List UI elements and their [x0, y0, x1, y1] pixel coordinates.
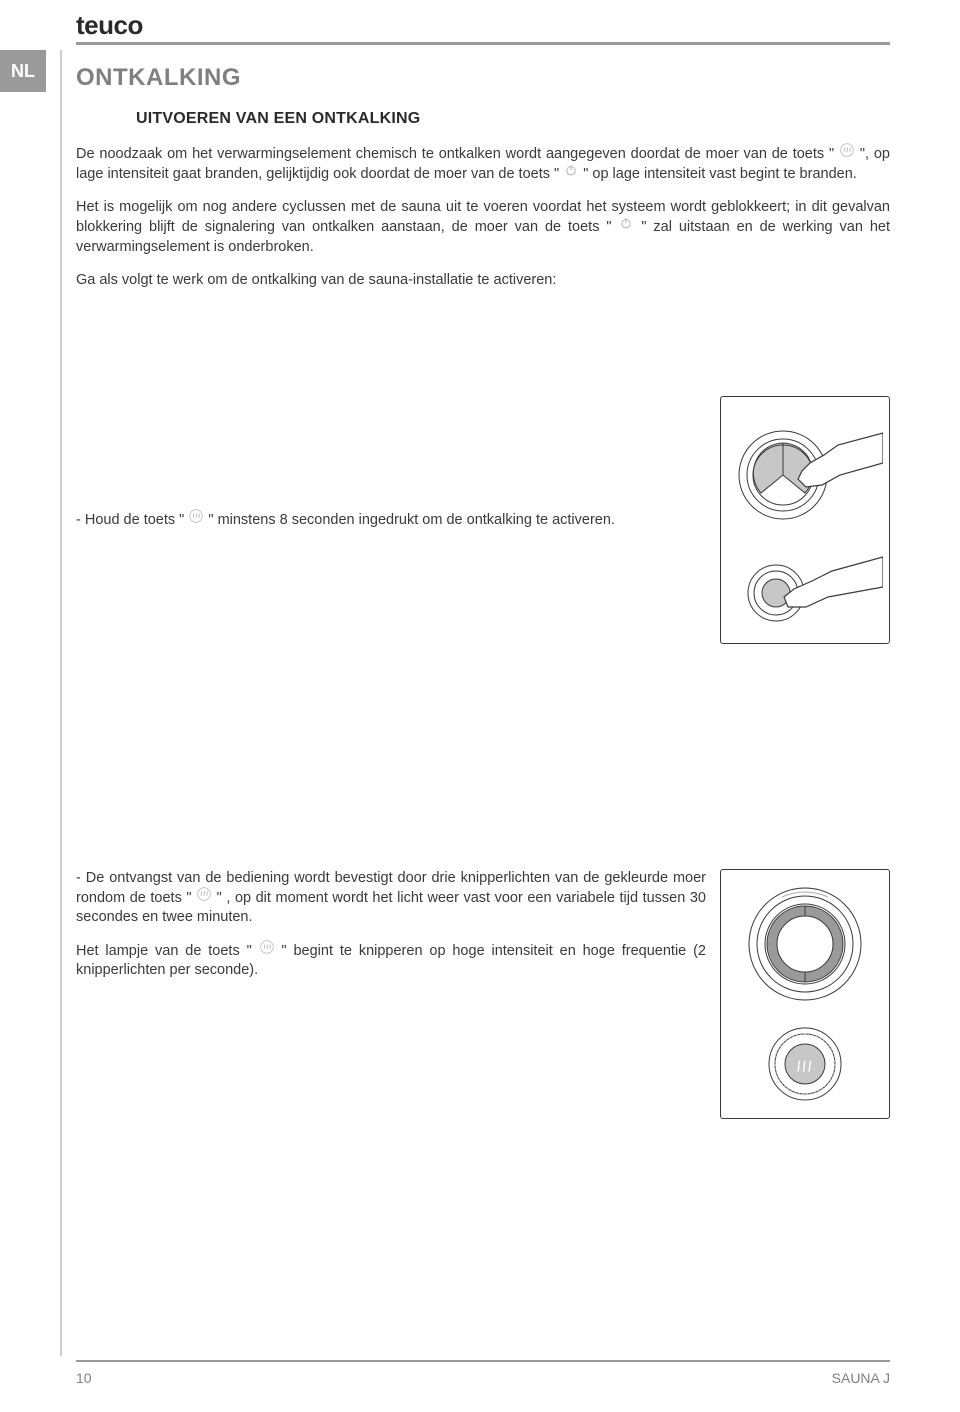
top-rule — [76, 42, 890, 45]
heading-2: UITVOEREN VAN EEN ONTKALKING — [136, 110, 890, 128]
steam-icon — [189, 509, 203, 529]
illustration-hand-press-bottom — [728, 545, 883, 635]
text: - Houd de toets " — [76, 512, 188, 528]
document-id: SAUNA J — [832, 1370, 890, 1386]
intro-paragraph-3: Ga als volgt te werk om de ontkalking va… — [76, 271, 890, 290]
figure-press-button — [720, 396, 890, 644]
intro-paragraph-2: Het is mogelijk om nog andere cyclussen … — [76, 198, 890, 256]
left-rule — [60, 50, 62, 1356]
figure-controls — [720, 869, 890, 1119]
brand-logo: teuco — [76, 10, 143, 41]
text: " minstens 8 seconden ingedrukt om de on… — [208, 512, 615, 528]
steam-icon — [197, 887, 211, 907]
illustration-hand-press-top — [728, 405, 883, 535]
step-2-row: - De ontvangst van de bediening wordt be… — [76, 869, 890, 1119]
page-content: ONTKALKING UITVOEREN VAN EEN ONTKALKING … — [76, 64, 890, 1119]
illustration-main-control — [740, 879, 870, 1009]
step-2-text: - De ontvangst van de bediening wordt be… — [76, 869, 706, 995]
text: De noodzaak om het verwarmingselement ch… — [76, 146, 839, 162]
step-2b: Het lampje van de toets " " begint te kn… — [76, 941, 706, 980]
steam-icon — [260, 940, 274, 960]
power-icon — [619, 216, 633, 236]
intro-paragraph-1: De noodzaak om het verwarmingselement ch… — [76, 144, 890, 184]
footer-rule — [76, 1360, 890, 1362]
text: " op lage intensiteit vast begint te bra… — [583, 166, 857, 182]
text: Het lampje van de toets " — [76, 943, 259, 959]
language-tab: NL — [0, 50, 46, 92]
illustration-small-control — [760, 1019, 850, 1109]
step-2a: - De ontvangst van de bediening wordt be… — [76, 869, 706, 927]
step-1-text: - Houd de toets " " minstens 8 seconden … — [76, 510, 706, 530]
power-icon — [564, 163, 578, 183]
heading-1: ONTKALKING — [76, 64, 890, 92]
steam-icon — [840, 143, 854, 163]
page-number: 10 — [76, 1370, 92, 1386]
step-1-row: - Houd de toets " " minstens 8 seconden … — [76, 396, 890, 644]
